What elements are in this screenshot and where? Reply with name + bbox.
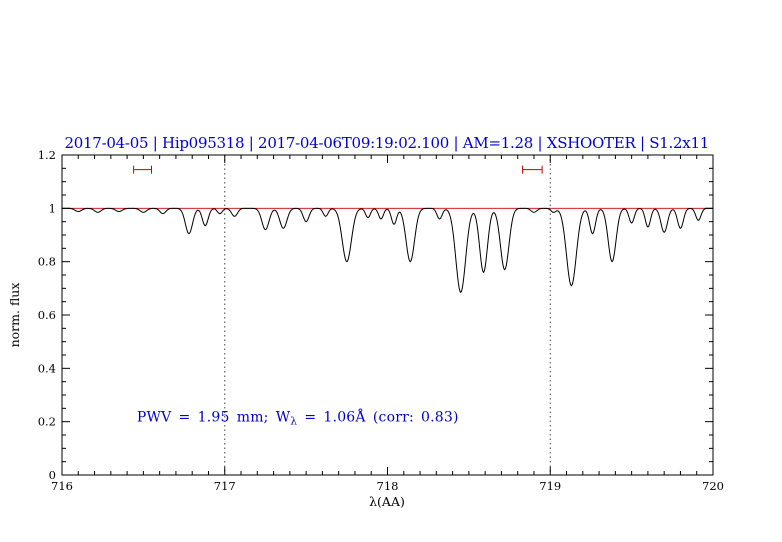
spectrum-line	[62, 207, 713, 294]
dotted-gridlines	[224, 155, 551, 475]
y-tick-label: 0.2	[38, 415, 56, 429]
y-tick-labels: 0 0.2 0.4 0.6 0.8 1 1.2	[38, 148, 56, 482]
axis-ticks	[61, 154, 714, 476]
pwv-annotation-text: PWV = 1.95 mm; W	[137, 410, 291, 426]
x-tick-label: 720	[702, 479, 724, 493]
x-axis-label: λ(AA)	[369, 494, 405, 509]
x-tick-label: 718	[377, 479, 399, 493]
plot-title: 2017-04-05 | Hip095318 | 2017-04-06T09:1…	[65, 134, 710, 152]
x-tick-label: 719	[539, 479, 561, 493]
range-markers	[133, 165, 543, 174]
pwv-annotation-text-tail: = 1.06Å (corr: 0.83)	[297, 408, 458, 426]
y-tick-label: 0.6	[38, 308, 56, 322]
y-tick-label: 1.2	[38, 148, 56, 162]
plot-frame	[61, 154, 714, 476]
pwv-annotation: PWV = 1.95 mm; Wλ = 1.06Å (corr: 0.83)	[137, 408, 459, 428]
y-tick-label: 1	[49, 201, 56, 215]
y-axis-label: norm. flux	[7, 283, 22, 348]
y-tick-label: 0.4	[38, 361, 56, 375]
y-tick-label: 0.8	[38, 255, 56, 269]
x-tick-label: 717	[214, 479, 236, 493]
x-tick-labels: 716 717 718 719 720	[51, 479, 724, 493]
lambda-subscript: λ	[290, 416, 297, 428]
y-tick-label: 0	[49, 468, 56, 482]
x-tick-label: 716	[51, 479, 73, 493]
